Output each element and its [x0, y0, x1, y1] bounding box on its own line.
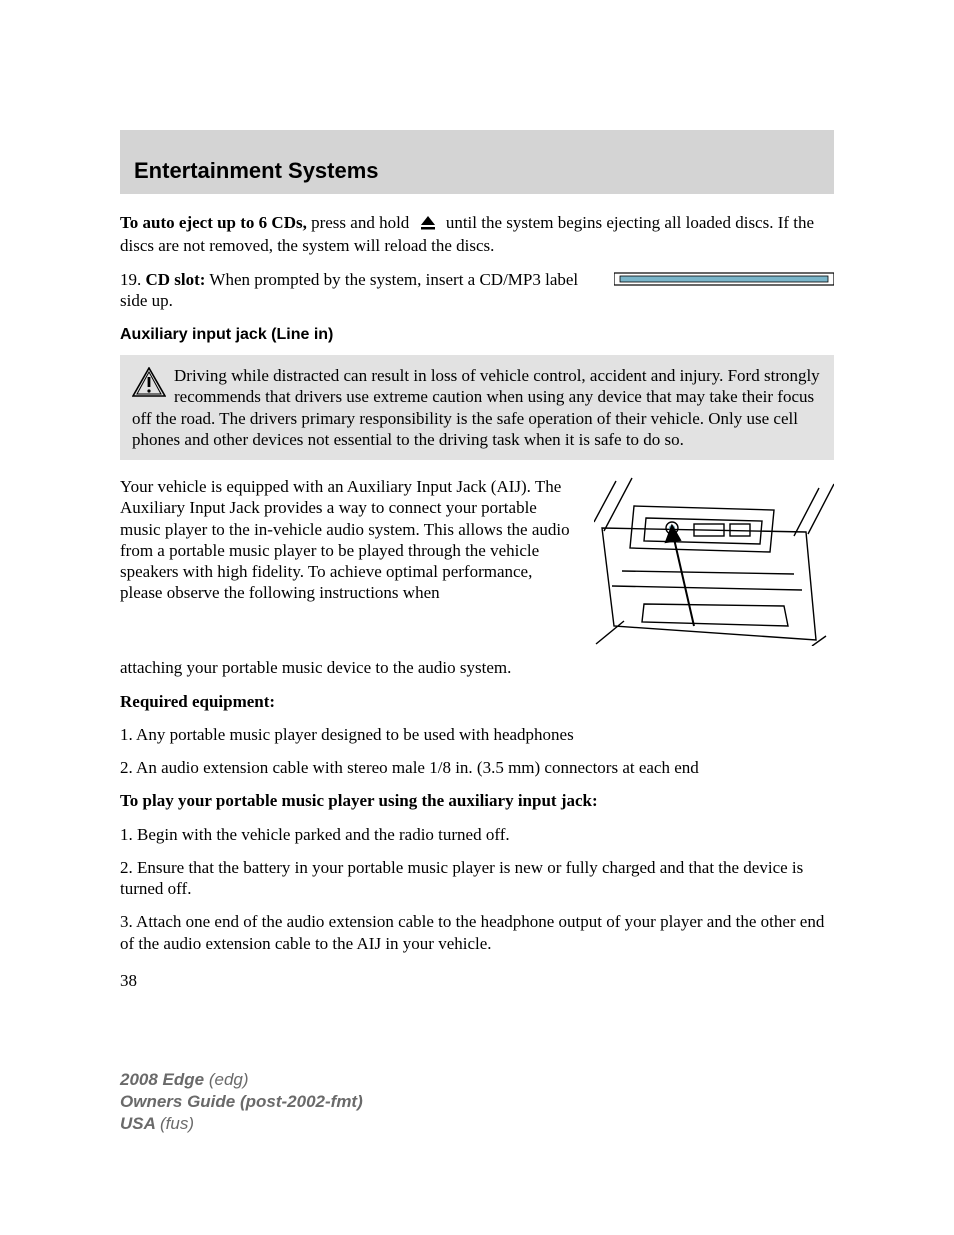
auto-eject-lead: To auto eject up to 6 CDs, [120, 213, 307, 232]
footer-line-3: USA (fus) [120, 1113, 363, 1135]
footer-line-1: 2008 Edge (edg) [120, 1069, 363, 1091]
aux-heading: Auxiliary input jack (Line in) [120, 325, 834, 345]
to-play-2: 2. Ensure that the battery in your porta… [120, 857, 834, 900]
eject-icon [420, 214, 436, 235]
page-number: 38 [120, 970, 834, 991]
warning-box: Driving while distracted can result in l… [120, 355, 834, 460]
cd-slot-num: 19. [120, 270, 146, 289]
cd-slot-text: 19. CD slot: When prompted by the system… [120, 269, 584, 312]
footer: 2008 Edge (edg) Owners Guide (post-2002-… [120, 1069, 363, 1135]
req-equip-2: 2. An audio extension cable with stereo … [120, 757, 834, 778]
req-equip-heading: Required equipment: [120, 691, 834, 712]
auto-eject-paragraph: To auto eject up to 6 CDs, press and hol… [120, 212, 834, 257]
aux-diagram [594, 476, 834, 651]
section-header: Entertainment Systems [120, 130, 834, 194]
req-equip-1: 1. Any portable music player designed to… [120, 724, 834, 745]
auto-eject-mid: press and hold [307, 213, 414, 232]
aux-intro-full: attaching your portable music device to … [120, 657, 834, 678]
aux-intro-row: Your vehicle is equipped with an Auxilia… [120, 476, 834, 651]
aux-intro-wrap: Your vehicle is equipped with an Auxilia… [120, 476, 578, 604]
cd-slot-image [614, 269, 834, 312]
cd-slot-label: CD slot: [146, 270, 206, 289]
to-play-heading: To play your portable music player using… [120, 790, 834, 811]
footer-line-2: Owners Guide (post-2002-fmt) [120, 1091, 363, 1113]
cd-slot-row: 19. CD slot: When prompted by the system… [120, 269, 834, 312]
warning-icon [132, 367, 166, 402]
warning-text: Driving while distracted can result in l… [132, 366, 820, 449]
to-play-1: 1. Begin with the vehicle parked and the… [120, 824, 834, 845]
to-play-3: 3. Attach one end of the audio extension… [120, 911, 834, 954]
section-title: Entertainment Systems [134, 158, 820, 184]
